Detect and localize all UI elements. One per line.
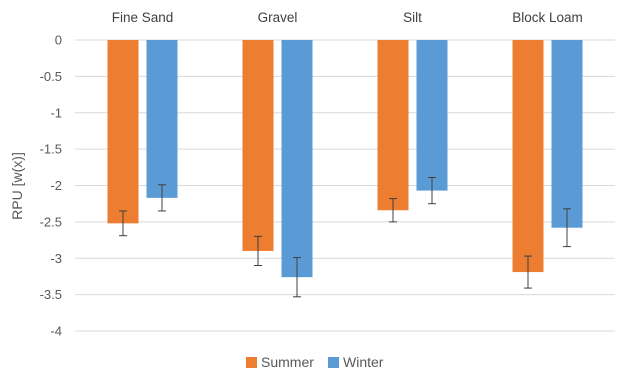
bar-summer	[242, 40, 274, 251]
error-bars	[119, 176, 571, 298]
legend-item-summer: Summer	[246, 354, 314, 370]
legend-swatch	[328, 357, 339, 368]
y-tick-label: -1.5	[40, 142, 62, 157]
bar-winter	[146, 40, 178, 198]
legend-item-winter: Winter	[328, 354, 384, 370]
error-bar	[389, 198, 397, 223]
y-tick-label: -4	[50, 324, 62, 339]
error-bar	[563, 208, 571, 248]
bar-summer	[107, 40, 139, 224]
bar-winter	[551, 40, 583, 228]
legend: Summer Winter	[246, 354, 384, 370]
category-label: Silt	[403, 10, 422, 25]
y-tick-label: -2.5	[40, 214, 62, 229]
error-bar	[293, 257, 301, 298]
category-label: Gravel	[258, 10, 298, 25]
error-bar	[428, 176, 436, 205]
category-label: Fine Sand	[112, 10, 174, 25]
error-bar	[254, 235, 262, 267]
legend-label: Summer	[261, 354, 314, 370]
y-tick-label: -3	[50, 251, 62, 266]
y-tick-label: -0.5	[40, 69, 62, 84]
bars	[107, 40, 583, 278]
error-bar	[119, 210, 127, 237]
y-tick-label: -1	[50, 105, 62, 120]
y-tick-label: -2	[50, 178, 62, 193]
error-bar	[524, 255, 532, 289]
y-tick-label: -3.5	[40, 287, 62, 302]
legend-label: Winter	[343, 354, 384, 370]
y-tick-label: 0	[55, 33, 62, 48]
category-label: Block Loam	[512, 10, 583, 25]
y-axis-title: RPU [w(x)]	[9, 152, 25, 220]
bar-summer	[377, 40, 409, 211]
bar-winter	[416, 40, 448, 191]
category-labels: Fine Sand Gravel Silt Block Loam	[112, 10, 583, 25]
error-bar	[158, 184, 166, 212]
bar-summer	[512, 40, 544, 273]
y-tick-labels: 0 -0.5 -1 -1.5 -2 -2.5 -3 -3.5 -4	[40, 33, 62, 339]
bar-winter	[281, 40, 313, 278]
legend-swatch	[246, 357, 257, 368]
